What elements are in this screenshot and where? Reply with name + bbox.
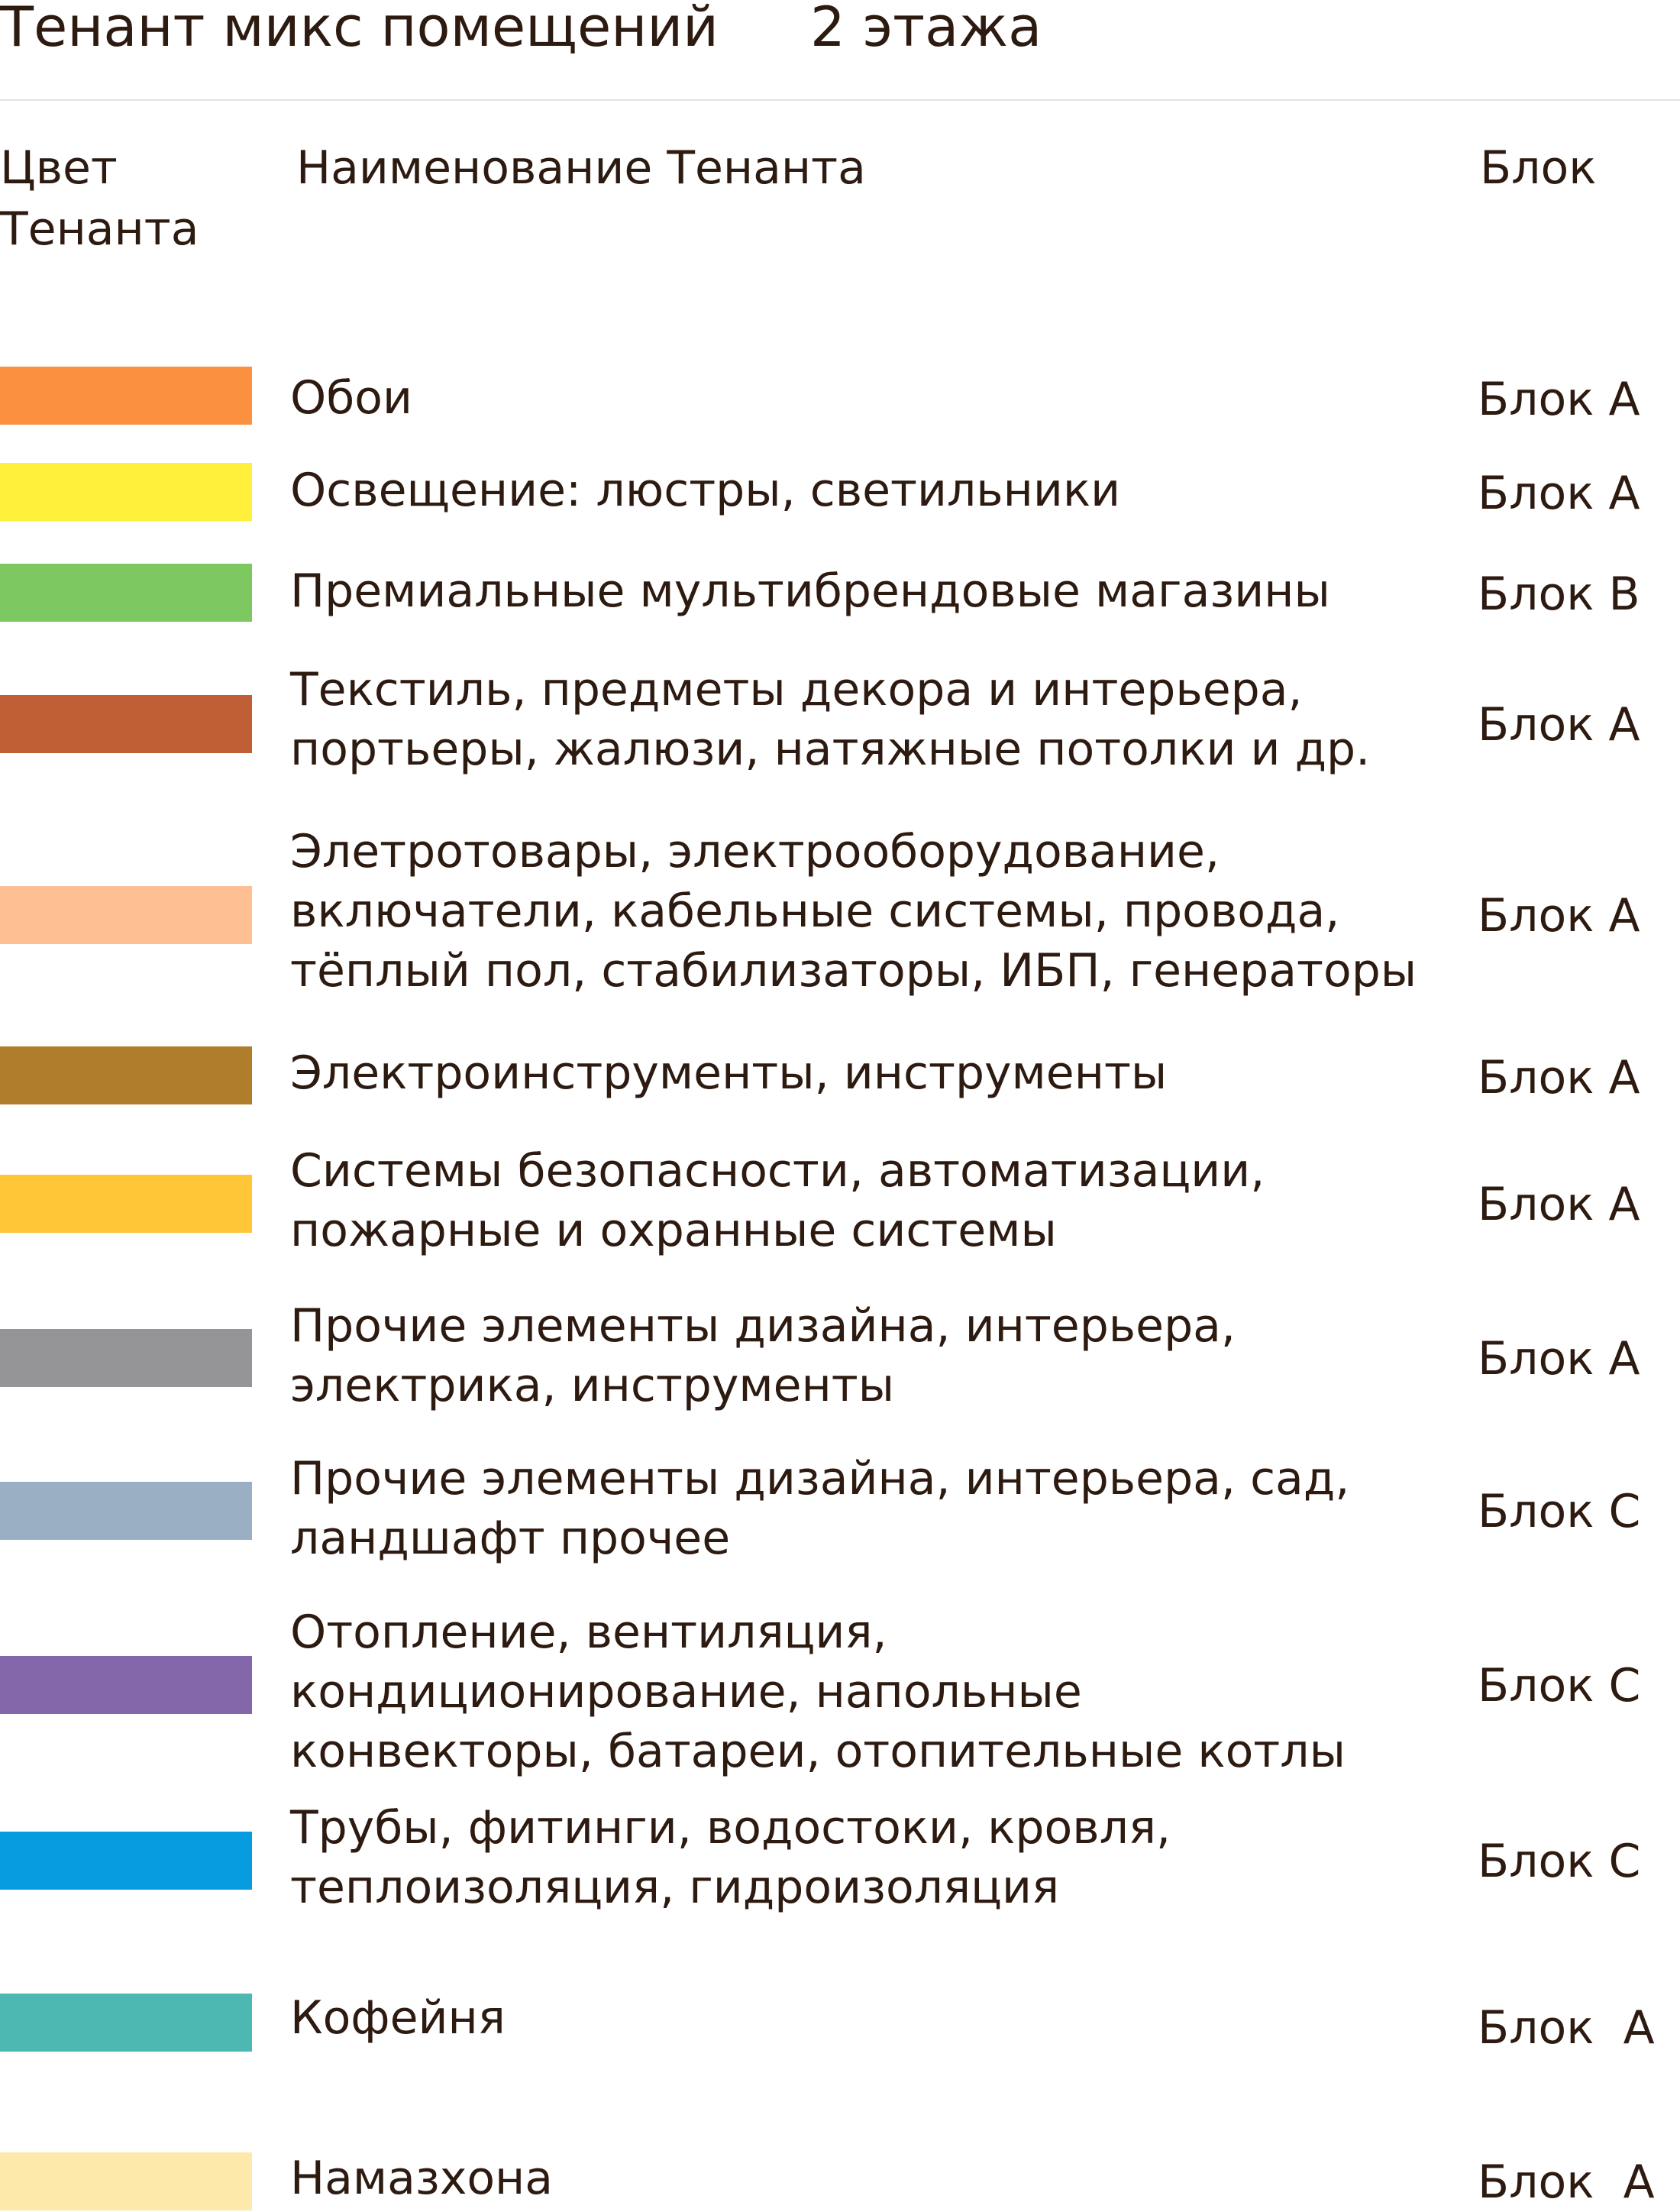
tenant-name: Электроинструменты, инструменты bbox=[290, 1046, 1168, 1100]
tenant-name: Намазхона bbox=[290, 2152, 554, 2205]
tenant-color-swatch bbox=[0, 1329, 252, 1387]
tenant-name: Кофейня bbox=[290, 1991, 506, 2045]
header-color: Цвет Тенанта bbox=[0, 141, 199, 256]
tenant-color-swatch bbox=[0, 1832, 252, 1890]
tenant-color-swatch bbox=[0, 886, 252, 944]
floor-label: 2 этажа bbox=[809, 0, 1042, 59]
tenant-block: Блок А bbox=[1478, 2155, 1655, 2209]
tenant-block: Блок В bbox=[1478, 568, 1640, 621]
tenant-name: Обои bbox=[290, 371, 412, 425]
tenant-block: Блок А bbox=[1478, 1178, 1640, 1231]
tenant-color-swatch bbox=[0, 463, 252, 521]
header-block: Блок bbox=[1480, 141, 1597, 195]
tenant-name: Освещение: люстры, светильники bbox=[290, 464, 1121, 517]
tenant-name: Премиальные мультибрендовые магазины bbox=[290, 564, 1330, 618]
tenant-color-swatch bbox=[0, 695, 252, 753]
tenant-color-swatch bbox=[0, 1175, 252, 1233]
tenant-name: Прочие элементы дизайна, интерьера, сад,… bbox=[290, 1452, 1350, 1565]
title-divider bbox=[0, 99, 1680, 101]
header-name: Наименование Тенанта bbox=[296, 141, 866, 195]
tenant-block: Блок А bbox=[1478, 467, 1640, 520]
tenant-block: Блок А bbox=[1478, 1332, 1640, 1386]
tenant-block: Блок С bbox=[1478, 1659, 1641, 1712]
tenant-color-swatch bbox=[0, 564, 252, 622]
tenant-color-swatch bbox=[0, 1046, 252, 1104]
tenant-name: Текстиль, предметы декора и интерьера, п… bbox=[290, 663, 1371, 776]
tenant-name: Трубы, фитинги, водостоки, кровля, тепло… bbox=[290, 1801, 1171, 1914]
title-text: Тенант микс помещений bbox=[0, 0, 719, 59]
tenant-name: Элетротовары, электрооборудование, включ… bbox=[290, 825, 1417, 998]
tenant-name: Отопление, вентиляция, кондиционирование… bbox=[290, 1606, 1346, 1778]
page-title: Тенант микс помещений 2 этажа bbox=[0, 0, 1042, 61]
tenant-block: Блок С bbox=[1478, 1835, 1641, 1888]
tenant-block: Блок А bbox=[1478, 1051, 1640, 1104]
tenant-name: Системы безопасности, автоматизации, пож… bbox=[290, 1144, 1265, 1257]
tenant-block: Блок А bbox=[1478, 373, 1640, 426]
tenant-color-swatch bbox=[0, 1656, 252, 1714]
tenant-block: Блок А bbox=[1478, 2001, 1655, 2055]
tenant-color-swatch bbox=[0, 1994, 252, 2052]
tenant-color-swatch bbox=[0, 1482, 252, 1540]
tenant-block: Блок А bbox=[1478, 889, 1640, 943]
tenant-color-swatch bbox=[0, 367, 252, 425]
tenant-name: Прочие элементы дизайна, интерьера, элек… bbox=[290, 1299, 1236, 1412]
tenant-block: Блок С bbox=[1478, 1485, 1641, 1538]
tenant-color-swatch bbox=[0, 2152, 252, 2210]
tenant-block: Блок А bbox=[1478, 698, 1640, 752]
